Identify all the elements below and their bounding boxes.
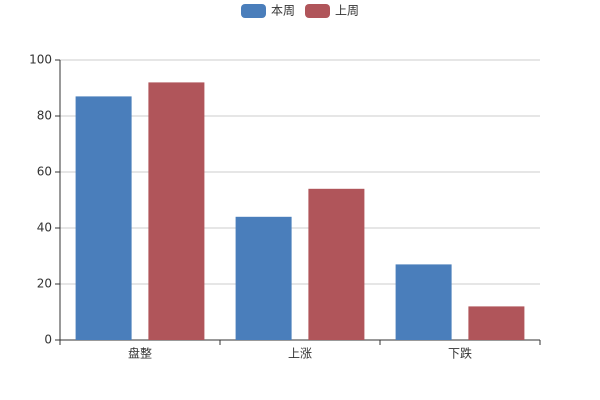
y-tick-label: 0 bbox=[44, 333, 52, 347]
y-tick-label: 60 bbox=[37, 165, 52, 179]
legend-swatch bbox=[305, 4, 330, 18]
bar bbox=[75, 96, 132, 341]
x-tick-label: 上涨 bbox=[288, 346, 312, 361]
bar bbox=[468, 306, 525, 340]
legend-swatch bbox=[241, 4, 266, 18]
bar bbox=[395, 264, 452, 340]
x-tick-label: 盘整 bbox=[128, 346, 152, 361]
y-tick-label: 80 bbox=[37, 109, 52, 123]
legend-label: 本周 bbox=[271, 4, 295, 18]
bar bbox=[235, 216, 292, 340]
y-tick-label: 100 bbox=[29, 53, 52, 67]
legend-label: 上周 bbox=[335, 4, 359, 18]
bar bbox=[308, 188, 365, 340]
bar bbox=[148, 82, 205, 341]
y-tick-label: 40 bbox=[37, 221, 52, 235]
x-tick-label: 下跌 bbox=[448, 346, 472, 361]
y-tick-label: 20 bbox=[37, 277, 52, 291]
